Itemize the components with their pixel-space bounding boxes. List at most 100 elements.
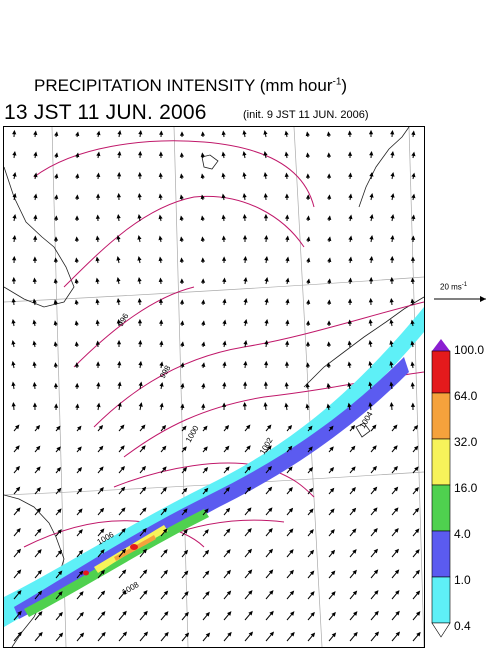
wind-arrow-head [158, 277, 163, 283]
wind-arrow-head [184, 591, 189, 596]
wind-arrow-head [78, 570, 84, 576]
wind-arrow-head [161, 424, 167, 430]
wind-arrow-head [179, 278, 185, 283]
wind-arrow-head [290, 611, 295, 616]
reference-vector-label: 20 ms-1 [440, 282, 467, 292]
wind-arrow-head [305, 403, 310, 409]
wind-arrow-head [75, 152, 80, 158]
wind-arrow-head [347, 151, 353, 156]
wind-arrow-head [243, 360, 248, 366]
wind-arrow-head [37, 569, 42, 575]
wind-arrow-head [35, 424, 41, 430]
colorbar-label: 1.0 [454, 573, 471, 587]
reference-arrow-icon [434, 296, 486, 302]
wind-arrow-head [390, 214, 395, 219]
wind-arrow-head [200, 131, 205, 136]
wind-arrow-head [32, 381, 37, 387]
wind-arrow-head [32, 277, 37, 282]
wind-arrow-head [326, 173, 332, 178]
wind-arrow-head [350, 445, 356, 451]
wind-arrow-head [410, 319, 415, 325]
wind-arrow-head [75, 403, 80, 409]
wind-arrow-head [122, 590, 127, 595]
wind-arrow-head [179, 257, 184, 262]
wind-arrow-head [410, 256, 416, 261]
wind-arrow-head [288, 528, 294, 534]
wind-arrow-head [221, 172, 226, 178]
wind-arrow-head [327, 194, 332, 199]
wind-arrow-head [183, 508, 188, 514]
wind-arrow-head [15, 465, 20, 471]
wind-arrow-head [33, 193, 38, 199]
wind-arrow-head [329, 425, 334, 431]
wind-arrow-head [183, 549, 189, 555]
wind-arrow-head [242, 172, 247, 177]
wind-arrow-head [285, 256, 290, 262]
wind-arrow-head [326, 320, 332, 325]
wind-arrow-head [12, 129, 17, 135]
rain-cell-100 [130, 544, 138, 550]
colorbar-segment [431, 438, 451, 486]
wind-arrow-head [200, 173, 205, 179]
wind-arrow-head [74, 278, 79, 284]
wind-arrow-head [284, 130, 289, 136]
wind-arrow-head [99, 507, 105, 513]
wind-arrow-head [351, 487, 356, 492]
wind-arrow-head [285, 214, 290, 219]
wind-arrow-head [16, 569, 22, 575]
wind-arrow-head [305, 362, 310, 367]
wind-arrow-head [287, 424, 293, 430]
wind-arrow-head [75, 173, 80, 179]
wind-arrow-head [57, 529, 62, 534]
wind-arrow-head [203, 467, 209, 472]
grid-line [173, 127, 189, 647]
valid-time: 13 JST 11 JUN. 2006 [4, 101, 207, 124]
wind-arrow-head [347, 402, 352, 408]
wind-arrow-head [242, 213, 247, 219]
wind-arrow-head [263, 172, 268, 177]
wind-arrow-head [95, 361, 101, 366]
contour-label: 1000 [184, 424, 201, 444]
wind-arrow-head [308, 467, 314, 472]
wind-arrow-head [74, 257, 79, 263]
wind-arrow-head [159, 340, 164, 346]
wind-arrow-head [95, 277, 100, 283]
wind-arrow-head [121, 528, 126, 533]
wind-arrow-head [222, 340, 227, 346]
wind-arrow-head [183, 570, 189, 576]
wind-arrow-head [56, 446, 61, 451]
wind-arrow-head [368, 381, 373, 387]
wind-arrow-head [11, 381, 16, 387]
wind-arrow-head [222, 277, 227, 283]
wind-arrow-head [117, 130, 122, 135]
wind-arrow-head [225, 528, 231, 534]
wind-arrow-head [37, 590, 43, 596]
wind-arrow-head [330, 549, 336, 555]
wind-arrow-head [36, 528, 42, 534]
wind-arrow-head [264, 298, 269, 303]
wind-arrow-head [288, 507, 294, 513]
wind-arrow-head [53, 278, 58, 284]
grid-line [4, 276, 424, 303]
wind-arrow-head [264, 277, 269, 282]
wind-arrow-head [180, 362, 185, 367]
wind-arrow-head [352, 569, 357, 575]
colorbar-segment [431, 484, 451, 532]
wind-arrow-head [159, 361, 164, 367]
contour-line [93, 301, 424, 428]
wind-arrow-head [117, 402, 122, 407]
colorbar-bottom-arrow [431, 622, 451, 638]
wind-arrow-head [248, 631, 254, 637]
wind-arrow-head [410, 340, 415, 346]
wind-arrow-head [33, 235, 38, 240]
wind-arrow-head [117, 360, 122, 366]
wind-arrow-head [414, 528, 420, 534]
wind-arrow-head [305, 382, 310, 388]
wind-arrow-head [96, 130, 101, 136]
wind-arrow-head [284, 361, 290, 366]
wind-arrow-head [394, 548, 399, 554]
wind-arrow-head [32, 340, 37, 346]
wind-arrow-head [329, 467, 335, 472]
wind-arrow-head [159, 402, 164, 408]
wind-arrow-head [77, 446, 82, 452]
